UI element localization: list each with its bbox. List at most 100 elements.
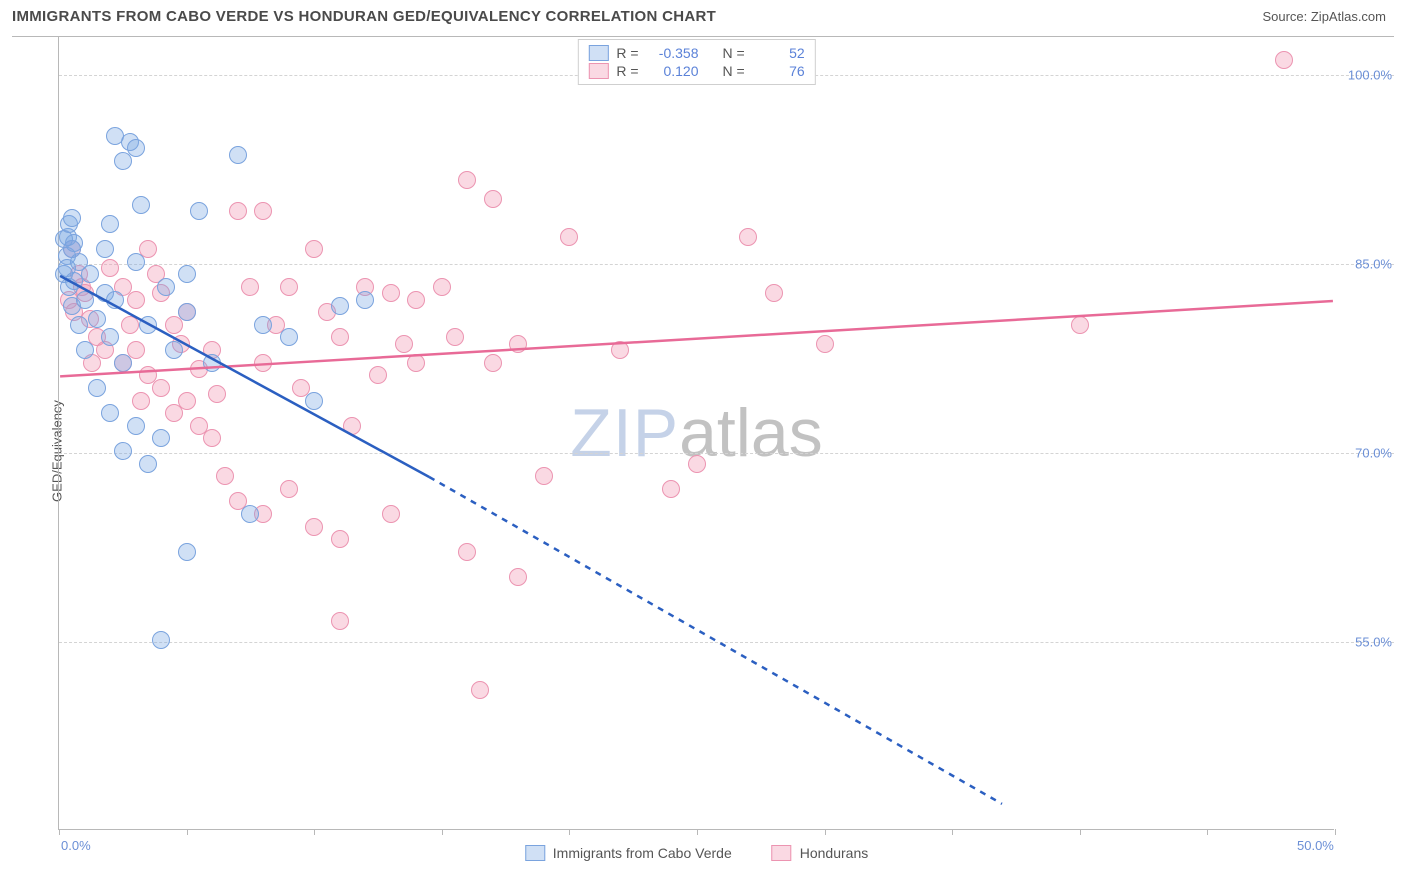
y-tick-label: 55.0% — [1355, 634, 1392, 649]
data-point — [739, 228, 757, 246]
legend-series: Immigrants from Cabo Verde Hondurans — [525, 845, 868, 861]
y-tick-label: 70.0% — [1355, 445, 1392, 460]
data-point — [305, 518, 323, 536]
chart-title: IMMIGRANTS FROM CABO VERDE VS HONDURAN G… — [12, 8, 716, 25]
source-attribution: Source: ZipAtlas.com — [1262, 9, 1386, 24]
x-tick — [1207, 829, 1208, 835]
data-point — [132, 392, 150, 410]
data-point — [114, 442, 132, 460]
data-point — [280, 328, 298, 346]
x-tick — [697, 829, 698, 835]
swatch-cabo-verde — [588, 45, 608, 61]
data-point — [55, 230, 73, 248]
data-point — [114, 354, 132, 372]
data-point — [106, 291, 124, 309]
data-point — [407, 354, 425, 372]
data-point — [121, 316, 139, 334]
data-point — [305, 240, 323, 258]
data-point — [190, 417, 208, 435]
swatch-hondurans — [588, 63, 608, 79]
data-point — [458, 543, 476, 561]
data-point — [560, 228, 578, 246]
data-point — [63, 209, 81, 227]
gridline — [59, 642, 1394, 643]
gridline — [59, 264, 1394, 265]
data-point — [662, 480, 680, 498]
data-point — [127, 291, 145, 309]
data-point — [407, 291, 425, 309]
legend-row-hondurans: R = 0.120 N = 76 — [588, 62, 804, 80]
legend-item-hondurans: Hondurans — [772, 845, 869, 861]
data-point — [152, 429, 170, 447]
gridline — [59, 453, 1394, 454]
data-point — [471, 681, 489, 699]
data-point — [241, 278, 259, 296]
data-point — [190, 202, 208, 220]
data-point — [76, 341, 94, 359]
data-point — [178, 303, 196, 321]
data-point — [216, 467, 234, 485]
data-point — [101, 328, 119, 346]
data-point — [446, 328, 464, 346]
data-point — [458, 171, 476, 189]
data-point — [178, 392, 196, 410]
data-point — [356, 291, 374, 309]
x-tick — [1335, 829, 1336, 835]
data-point — [127, 253, 145, 271]
data-point — [139, 455, 157, 473]
data-point — [688, 455, 706, 473]
data-point — [331, 297, 349, 315]
data-point — [395, 335, 413, 353]
swatch-hondurans-bottom — [772, 845, 792, 861]
data-point — [331, 612, 349, 630]
data-point — [96, 240, 114, 258]
data-point — [816, 335, 834, 353]
data-point — [382, 505, 400, 523]
x-tick — [59, 829, 60, 835]
data-point — [509, 568, 527, 586]
data-point — [484, 354, 502, 372]
x-tick — [187, 829, 188, 835]
data-point — [152, 631, 170, 649]
data-point — [81, 265, 99, 283]
data-point — [101, 259, 119, 277]
x-tick — [442, 829, 443, 835]
y-tick-label: 85.0% — [1355, 256, 1392, 271]
legend-stats: R = -0.358 N = 52 R = 0.120 N = 76 — [577, 39, 815, 85]
data-point — [484, 190, 502, 208]
data-point — [88, 379, 106, 397]
chart-container: GED/Equivalency ZIPatlas R = -0.358 N = … — [12, 36, 1394, 864]
data-point — [127, 139, 145, 157]
data-point — [765, 284, 783, 302]
data-point — [76, 291, 94, 309]
data-point — [152, 379, 170, 397]
data-point — [382, 284, 400, 302]
data-point — [254, 354, 272, 372]
trend-lines — [59, 37, 1334, 829]
data-point — [203, 354, 221, 372]
x-tick — [1080, 829, 1081, 835]
data-point — [433, 278, 451, 296]
data-point — [178, 265, 196, 283]
data-point — [331, 328, 349, 346]
x-tick — [314, 829, 315, 835]
data-point — [1275, 51, 1293, 69]
swatch-cabo-verde-bottom — [525, 845, 545, 861]
data-point — [241, 505, 259, 523]
data-point — [127, 417, 145, 435]
y-tick-label: 100.0% — [1348, 67, 1392, 82]
legend-item-cabo-verde: Immigrants from Cabo Verde — [525, 845, 732, 861]
data-point — [509, 335, 527, 353]
data-point — [178, 543, 196, 561]
data-point — [229, 202, 247, 220]
x-tick-label-left: 0.0% — [61, 838, 91, 853]
data-point — [70, 316, 88, 334]
data-point — [280, 480, 298, 498]
legend-row-cabo-verde: R = -0.358 N = 52 — [588, 44, 804, 62]
data-point — [139, 316, 157, 334]
data-point — [101, 215, 119, 233]
data-point — [343, 417, 361, 435]
data-point — [280, 278, 298, 296]
data-point — [165, 341, 183, 359]
data-point — [254, 202, 272, 220]
